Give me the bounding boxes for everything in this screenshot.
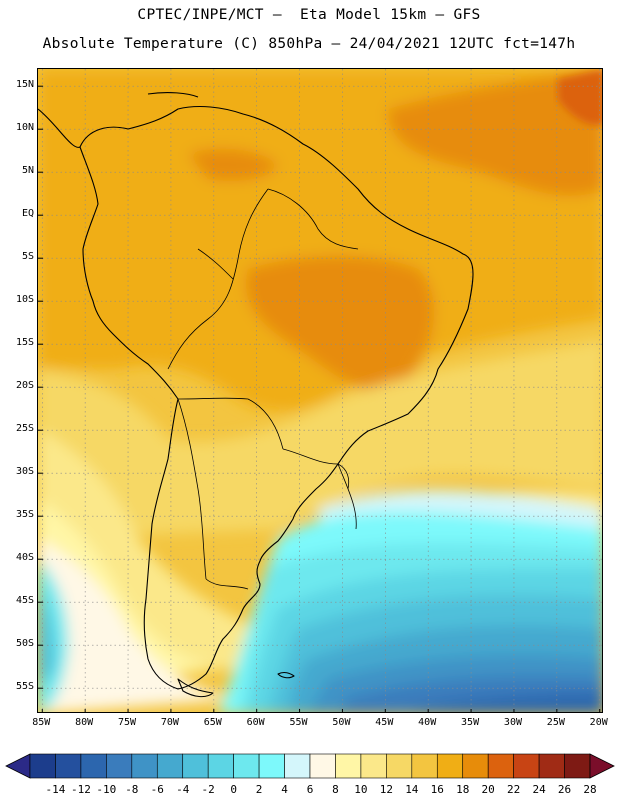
colorbar-label: -4 bbox=[176, 783, 190, 796]
colorbar-swatch bbox=[106, 753, 133, 779]
country-borders bbox=[167, 188, 359, 590]
colorbar-swatch bbox=[564, 753, 591, 779]
colorbar bbox=[5, 753, 615, 779]
colorbar-label: 0 bbox=[230, 783, 237, 796]
colorbar-label: 20 bbox=[481, 783, 495, 796]
colorbar-swatch bbox=[182, 753, 209, 779]
band-m12-m10 bbox=[412, 694, 602, 712]
colorbar-swatch bbox=[309, 753, 336, 779]
colorbar-label: 4 bbox=[281, 783, 288, 796]
lon-label: 55W bbox=[289, 717, 308, 728]
lat-label: 45S bbox=[15, 595, 34, 607]
lat-label: 50S bbox=[15, 638, 34, 650]
band-12-14 bbox=[38, 429, 602, 669]
lat-label: 5S bbox=[21, 251, 34, 263]
colorbar-label: 10 bbox=[354, 783, 368, 796]
temperature-field bbox=[38, 69, 602, 712]
colorbar-label: 14 bbox=[405, 783, 419, 796]
colorbar-label: 24 bbox=[532, 783, 546, 796]
colorbar-label: 18 bbox=[456, 783, 470, 796]
colorbar-over-arrow bbox=[589, 753, 615, 779]
lon-label: 85W bbox=[32, 717, 51, 728]
lon-label: 80W bbox=[75, 717, 94, 728]
lat-label: 15N bbox=[15, 79, 34, 91]
colorbar-swatch bbox=[80, 753, 107, 779]
colorbar-swatch bbox=[29, 753, 56, 779]
lon-label: 65W bbox=[203, 717, 222, 728]
colorbar-label: 2 bbox=[255, 783, 263, 796]
colorbar-under-arrow bbox=[5, 753, 31, 779]
lat-label: EQ bbox=[21, 208, 34, 220]
colorbar-swatch bbox=[386, 753, 413, 779]
falkland-islands bbox=[277, 671, 295, 679]
colorbar-label: -6 bbox=[150, 783, 164, 796]
colorbar-swatch bbox=[436, 753, 464, 779]
colorbar-swatch bbox=[131, 753, 158, 779]
colorbar-swatch bbox=[258, 753, 285, 779]
lat-label: 35S bbox=[15, 509, 34, 521]
colorbar-swatch bbox=[207, 753, 234, 779]
lon-label: 30W bbox=[503, 717, 522, 728]
lon-label: 25W bbox=[546, 717, 565, 728]
colorbar-swatch bbox=[538, 753, 565, 779]
band-20-22-venezuela bbox=[188, 148, 278, 181]
lon-label: 50W bbox=[332, 717, 351, 728]
tick-marks bbox=[38, 85, 601, 712]
colorbar-label: -12 bbox=[70, 783, 91, 796]
colorbar-label: 8 bbox=[332, 783, 339, 796]
central-america-coastline bbox=[38, 108, 81, 148]
band-16-18 bbox=[38, 339, 602, 539]
lon-label: 45W bbox=[375, 717, 394, 728]
lat-label: 15S bbox=[15, 337, 34, 349]
colorbar-swatch bbox=[513, 753, 540, 779]
colorbar-swatch bbox=[335, 753, 362, 779]
colorbar-label: 28 bbox=[583, 783, 597, 796]
lon-label: 40W bbox=[418, 717, 437, 728]
lat-label: 40S bbox=[15, 552, 34, 564]
lon-label: 75W bbox=[118, 717, 137, 728]
colorbar-label: -10 bbox=[96, 783, 117, 796]
caribbean-islands bbox=[147, 92, 199, 98]
coastlines bbox=[38, 92, 474, 698]
tierra-del-fuego bbox=[177, 678, 214, 698]
south-america-coastline bbox=[79, 105, 474, 690]
temperature-map bbox=[37, 68, 603, 713]
colorbar-swatch bbox=[156, 753, 184, 779]
colorbar-label: 26 bbox=[557, 783, 572, 796]
lat-label: 5N bbox=[21, 165, 34, 177]
colorbar-swatch bbox=[411, 753, 438, 779]
colorbar-label: -2 bbox=[201, 783, 215, 796]
colorbar-swatch bbox=[55, 753, 82, 779]
band-6-8 bbox=[38, 539, 238, 712]
lat-label: 25S bbox=[15, 423, 34, 435]
colorbar-label: 12 bbox=[379, 783, 393, 796]
colorbar-swatch bbox=[487, 753, 514, 779]
lon-label: 70W bbox=[160, 717, 179, 728]
band-20-22-atlantic bbox=[388, 69, 602, 196]
colorbar-label: -14 bbox=[45, 783, 66, 796]
colorbar-swatch bbox=[233, 753, 260, 779]
colorbar-label: -8 bbox=[125, 783, 139, 796]
chart-title-line2: Absolute Temperature (C) 850hPa – 24/04/… bbox=[42, 36, 576, 52]
lon-label: 60W bbox=[246, 717, 265, 728]
lat-label: 55S bbox=[15, 681, 34, 693]
colorbar-label: 6 bbox=[306, 783, 314, 796]
lat-label: 20S bbox=[15, 380, 34, 392]
band-20-22-brazil bbox=[246, 255, 435, 391]
lon-label: 20W bbox=[589, 717, 608, 728]
band-22-24 bbox=[558, 69, 602, 125]
lat-label: 10N bbox=[15, 122, 34, 134]
colorbar-swatch bbox=[284, 753, 311, 779]
colorbar-swatch bbox=[360, 753, 387, 779]
colorbar-label: 22 bbox=[507, 783, 521, 796]
colorbar-label: 16 bbox=[430, 783, 444, 796]
lon-label: 35W bbox=[461, 717, 480, 728]
lat-label: 30S bbox=[15, 466, 34, 478]
lat-label: 10S bbox=[15, 294, 34, 306]
colorbar-swatch bbox=[462, 753, 489, 779]
chart-title-line1: CPTEC/INPE/MCT – Eta Model 15km – GFS bbox=[137, 7, 481, 23]
